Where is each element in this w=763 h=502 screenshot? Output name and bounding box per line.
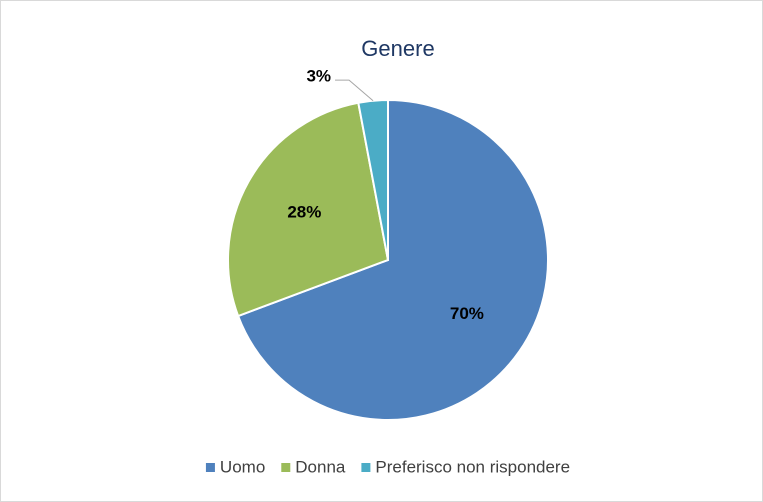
legend-swatch: [281, 463, 291, 472]
data-label: 28%: [287, 202, 321, 221]
legend-label: Uomo: [220, 457, 265, 476]
legend-swatch: [361, 463, 371, 472]
legend-label: Preferisco non rispondere: [375, 457, 570, 476]
chart-title: Genere: [361, 36, 434, 61]
pie-slice: [227, 101, 390, 318]
pie-slice: [236, 98, 549, 421]
legend-swatch: [205, 463, 215, 472]
data-label: 70%: [450, 304, 484, 323]
legend-label: Donna: [295, 457, 346, 476]
data-label: 3%: [306, 67, 331, 86]
leader-line: [335, 79, 374, 102]
